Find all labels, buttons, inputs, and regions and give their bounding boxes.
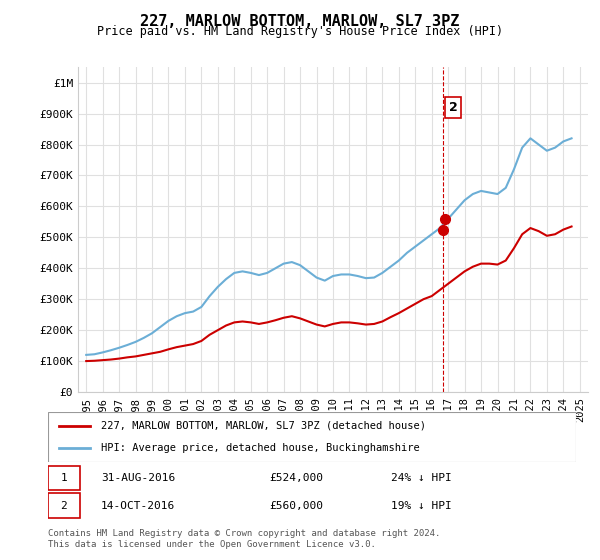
Text: £560,000: £560,000 — [270, 501, 324, 511]
Text: 227, MARLOW BOTTOM, MARLOW, SL7 3PZ (detached house): 227, MARLOW BOTTOM, MARLOW, SL7 3PZ (det… — [101, 421, 426, 431]
Text: 24% ↓ HPI: 24% ↓ HPI — [391, 473, 452, 483]
FancyBboxPatch shape — [48, 465, 80, 490]
Text: HPI: Average price, detached house, Buckinghamshire: HPI: Average price, detached house, Buck… — [101, 443, 419, 453]
Text: 2: 2 — [449, 101, 457, 114]
Text: 19% ↓ HPI: 19% ↓ HPI — [391, 501, 452, 511]
FancyBboxPatch shape — [48, 493, 80, 518]
Text: 14-OCT-2016: 14-OCT-2016 — [101, 501, 175, 511]
Text: 31-AUG-2016: 31-AUG-2016 — [101, 473, 175, 483]
Text: 2: 2 — [61, 501, 67, 511]
Text: 227, MARLOW BOTTOM, MARLOW, SL7 3PZ: 227, MARLOW BOTTOM, MARLOW, SL7 3PZ — [140, 14, 460, 29]
FancyBboxPatch shape — [48, 412, 576, 462]
Text: £524,000: £524,000 — [270, 473, 324, 483]
Text: 1: 1 — [61, 473, 67, 483]
Text: Contains HM Land Registry data © Crown copyright and database right 2024.
This d: Contains HM Land Registry data © Crown c… — [48, 529, 440, 549]
Text: Price paid vs. HM Land Registry's House Price Index (HPI): Price paid vs. HM Land Registry's House … — [97, 25, 503, 38]
